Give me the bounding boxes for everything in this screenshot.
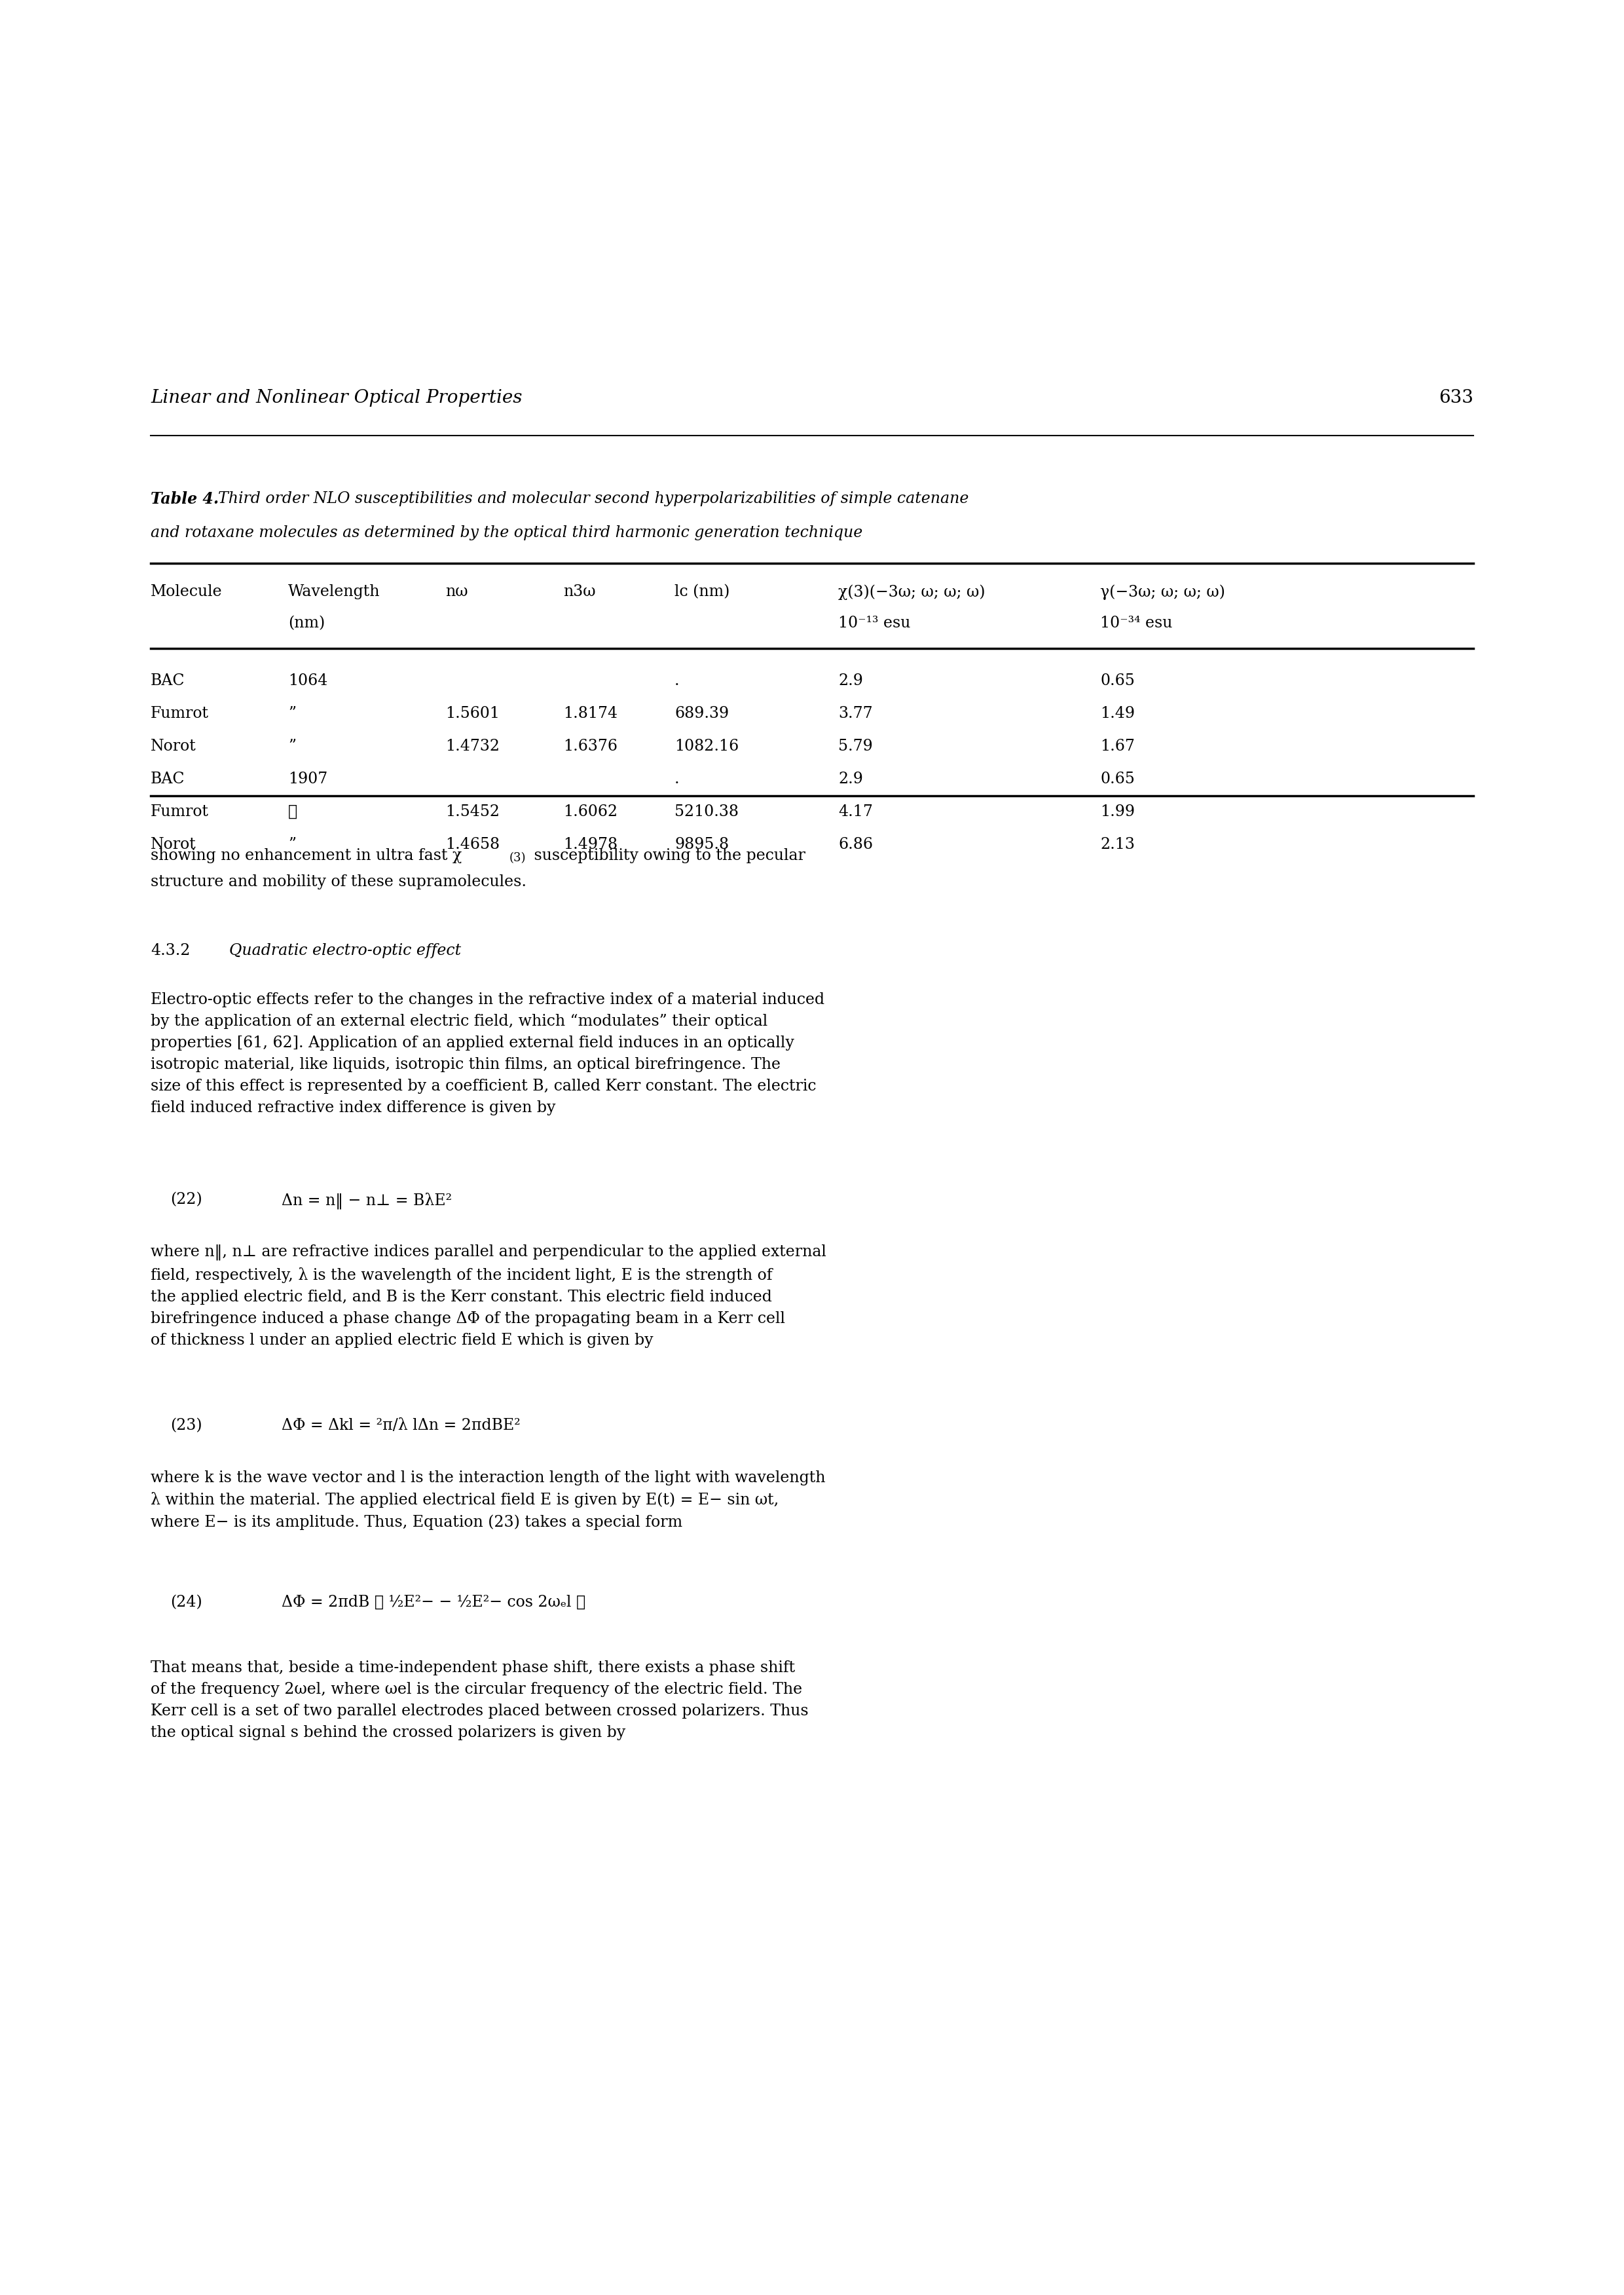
- Text: 6.86: 6.86: [838, 838, 874, 851]
- Text: 1.4978: 1.4978: [564, 838, 617, 851]
- Text: Third order NLO susceptibilities and molecular second hyperpolarizabilities of s: Third order NLO susceptibilities and mol…: [208, 491, 970, 507]
- Text: and rotaxane molecules as determined by the optical third harmonic generation te: and rotaxane molecules as determined by …: [151, 526, 862, 539]
- Text: BAC: BAC: [151, 771, 185, 787]
- Text: 1.6376: 1.6376: [564, 739, 617, 753]
- Text: Quadratic electro-optic effect: Quadratic electro-optic effect: [229, 943, 461, 959]
- Text: ”: ”: [287, 707, 296, 721]
- Text: Δn = n‖ − n⊥ = BλE²: Δn = n‖ − n⊥ = BλE²: [281, 1191, 451, 1209]
- Text: 1.5452: 1.5452: [445, 803, 500, 819]
- Text: (24): (24): [171, 1595, 201, 1609]
- Text: 3.77: 3.77: [838, 707, 872, 721]
- Text: 1.8174: 1.8174: [564, 707, 617, 721]
- Text: 2.13: 2.13: [1099, 838, 1135, 851]
- Text: (3): (3): [510, 851, 526, 863]
- Text: 1.99: 1.99: [1099, 803, 1135, 819]
- Text: showing no enhancement in ultra fast χ: showing no enhancement in ultra fast χ: [151, 849, 461, 863]
- Text: 1907: 1907: [287, 771, 328, 787]
- Text: 2.9: 2.9: [838, 672, 862, 689]
- Text: 1.6062: 1.6062: [564, 803, 617, 819]
- Text: χ(3)(−3ω; ω; ω; ω): χ(3)(−3ω; ω; ω; ω): [838, 585, 986, 599]
- Text: 10⁻¹³ esu: 10⁻¹³ esu: [838, 615, 911, 631]
- Text: structure and mobility of these supramolecules.: structure and mobility of these supramol…: [151, 874, 526, 890]
- Text: Electro-optic effects refer to the changes in the refractive index of a material: Electro-optic effects refer to the chang…: [151, 991, 825, 1115]
- Text: ≪: ≪: [287, 803, 297, 819]
- Text: lᴄ (nm): lᴄ (nm): [674, 585, 729, 599]
- Text: 1.4658: 1.4658: [445, 838, 500, 851]
- Text: 1.5601: 1.5601: [445, 707, 500, 721]
- Text: 1.49: 1.49: [1099, 707, 1135, 721]
- Text: 2.9: 2.9: [838, 771, 862, 787]
- Text: Fumrot: Fumrot: [151, 707, 209, 721]
- Text: That means that, beside a time-independent phase shift, there exists a phase shi: That means that, beside a time-independe…: [151, 1659, 809, 1740]
- Text: nω: nω: [445, 585, 468, 599]
- Text: Linear and Nonlinear Optical Properties: Linear and Nonlinear Optical Properties: [151, 390, 523, 406]
- Text: (nm): (nm): [287, 615, 325, 631]
- Text: .: .: [674, 771, 679, 787]
- Text: susceptibility owing to the pecular: susceptibility owing to the pecular: [529, 849, 806, 863]
- Text: 10⁻³⁴ esu: 10⁻³⁴ esu: [1099, 615, 1173, 631]
- Text: (22): (22): [171, 1191, 201, 1207]
- Text: 4.3.2: 4.3.2: [151, 943, 190, 959]
- Text: γ(−3ω; ω; ω; ω): γ(−3ω; ω; ω; ω): [1099, 585, 1224, 599]
- Text: 1064: 1064: [287, 672, 328, 689]
- Text: 5.79: 5.79: [838, 739, 872, 753]
- Text: 689.39: 689.39: [674, 707, 729, 721]
- Text: BAC: BAC: [151, 672, 185, 689]
- Text: (23): (23): [171, 1418, 201, 1432]
- Text: 5210.38: 5210.38: [674, 803, 739, 819]
- Text: n3ω: n3ω: [564, 585, 596, 599]
- Text: ΔΦ = Δkl = ²π/λ lΔn = 2πdBE²: ΔΦ = Δkl = ²π/λ lΔn = 2πdBE²: [281, 1418, 520, 1432]
- Text: Molecule: Molecule: [151, 585, 222, 599]
- Text: 1082.16: 1082.16: [674, 739, 739, 753]
- Text: .: .: [674, 672, 679, 689]
- Text: 0.65: 0.65: [1099, 771, 1135, 787]
- Text: ”: ”: [287, 739, 296, 753]
- Text: where k is the wave vector and l is the interaction length of the light with wav: where k is the wave vector and l is the …: [151, 1471, 825, 1531]
- Text: 4.17: 4.17: [838, 803, 872, 819]
- Text: Fumrot: Fumrot: [151, 803, 209, 819]
- Text: where n‖, n⊥ are refractive indices parallel and perpendicular to the applied ex: where n‖, n⊥ are refractive indices para…: [151, 1244, 827, 1347]
- Text: Norot: Norot: [151, 739, 197, 753]
- Text: ”: ”: [287, 838, 296, 851]
- Text: ΔΦ = 2πdB 〈 ½E²− − ½E²− cos 2ωₑl 〉: ΔΦ = 2πdB 〈 ½E²− − ½E²− cos 2ωₑl 〉: [281, 1595, 586, 1609]
- Text: 0.65: 0.65: [1099, 672, 1135, 689]
- Text: 633: 633: [1439, 390, 1473, 406]
- Text: Norot: Norot: [151, 838, 197, 851]
- Text: 1.67: 1.67: [1099, 739, 1135, 753]
- Text: 9895.8: 9895.8: [674, 838, 729, 851]
- Text: 1.4732: 1.4732: [445, 739, 500, 753]
- Text: Table 4.: Table 4.: [151, 491, 219, 507]
- Text: Wavelength: Wavelength: [287, 585, 380, 599]
